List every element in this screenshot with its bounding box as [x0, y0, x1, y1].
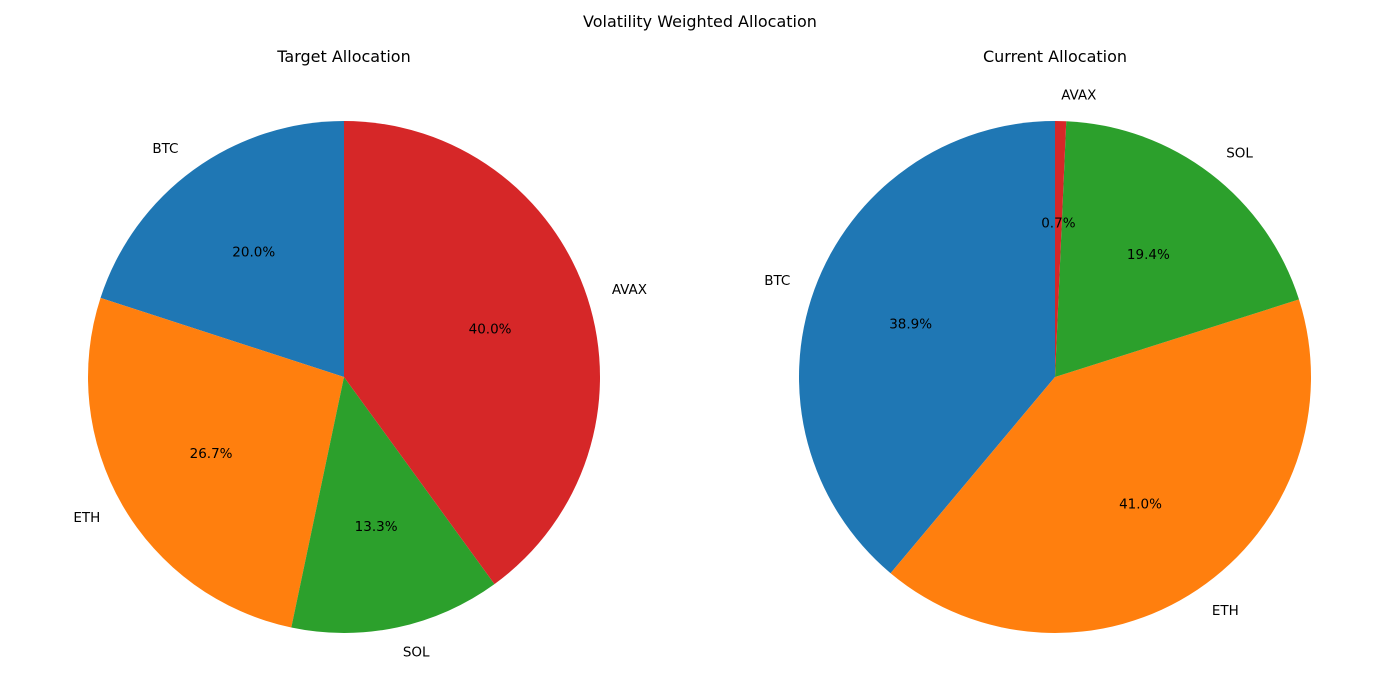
slice-label-avax: AVAX — [612, 282, 647, 298]
pie-slice-sol — [1055, 121, 1299, 378]
slice-label-sol: SOL — [1226, 145, 1253, 161]
slice-percent-eth: 41.0% — [1119, 497, 1162, 513]
target-allocation-pie: Target Allocation BTC 20.0% ETH 26.7% SOL 13.… — [73, 47, 647, 660]
slice-label-btc: BTC — [152, 141, 178, 157]
slice-label-btc: BTC — [764, 273, 790, 289]
pie-slice-sol — [291, 377, 495, 633]
pie-slice-eth — [87, 297, 345, 628]
slice-percent-sol: 19.4% — [1127, 247, 1170, 263]
current-allocation-title: Current Allocation — [983, 47, 1127, 66]
target-allocation-labels: BTC 20.0% ETH 26.7% SOL 13.3% AVAX 40.0% — [73, 141, 647, 660]
pie-slice-btc — [100, 121, 344, 377]
slice-label-eth: ETH — [1212, 603, 1239, 619]
slice-percent-btc: 20.0% — [232, 245, 275, 261]
current-allocation-slices — [799, 121, 1312, 634]
pie-slice-eth — [890, 299, 1312, 634]
slice-label-sol: SOL — [403, 644, 430, 660]
slice-label-eth: ETH — [73, 510, 100, 526]
slice-percent-avax: 40.0% — [469, 322, 512, 338]
pie-slice-avax — [344, 121, 600, 585]
slice-percent-eth: 26.7% — [190, 446, 233, 462]
current-allocation-labels: BTC 38.9% ETH 41.0% SOL 19.4% AVAX 0.7% — [764, 87, 1253, 618]
target-allocation-slices — [87, 121, 600, 633]
slice-percent-sol: 13.3% — [355, 519, 398, 535]
target-allocation-title: Target Allocation — [276, 47, 410, 66]
slice-label-avax: AVAX — [1061, 87, 1096, 103]
slice-percent-btc: 38.9% — [889, 317, 932, 333]
current-allocation-pie: Current Allocation BTC 38.9% ETH 41.0% SOL 19… — [764, 47, 1312, 634]
pie-slice-avax — [1055, 121, 1067, 377]
pie-slice-btc — [799, 121, 1055, 574]
slice-percent-avax: 0.7% — [1041, 215, 1075, 231]
figure-title: Volatility Weighted Allocation — [583, 12, 817, 31]
